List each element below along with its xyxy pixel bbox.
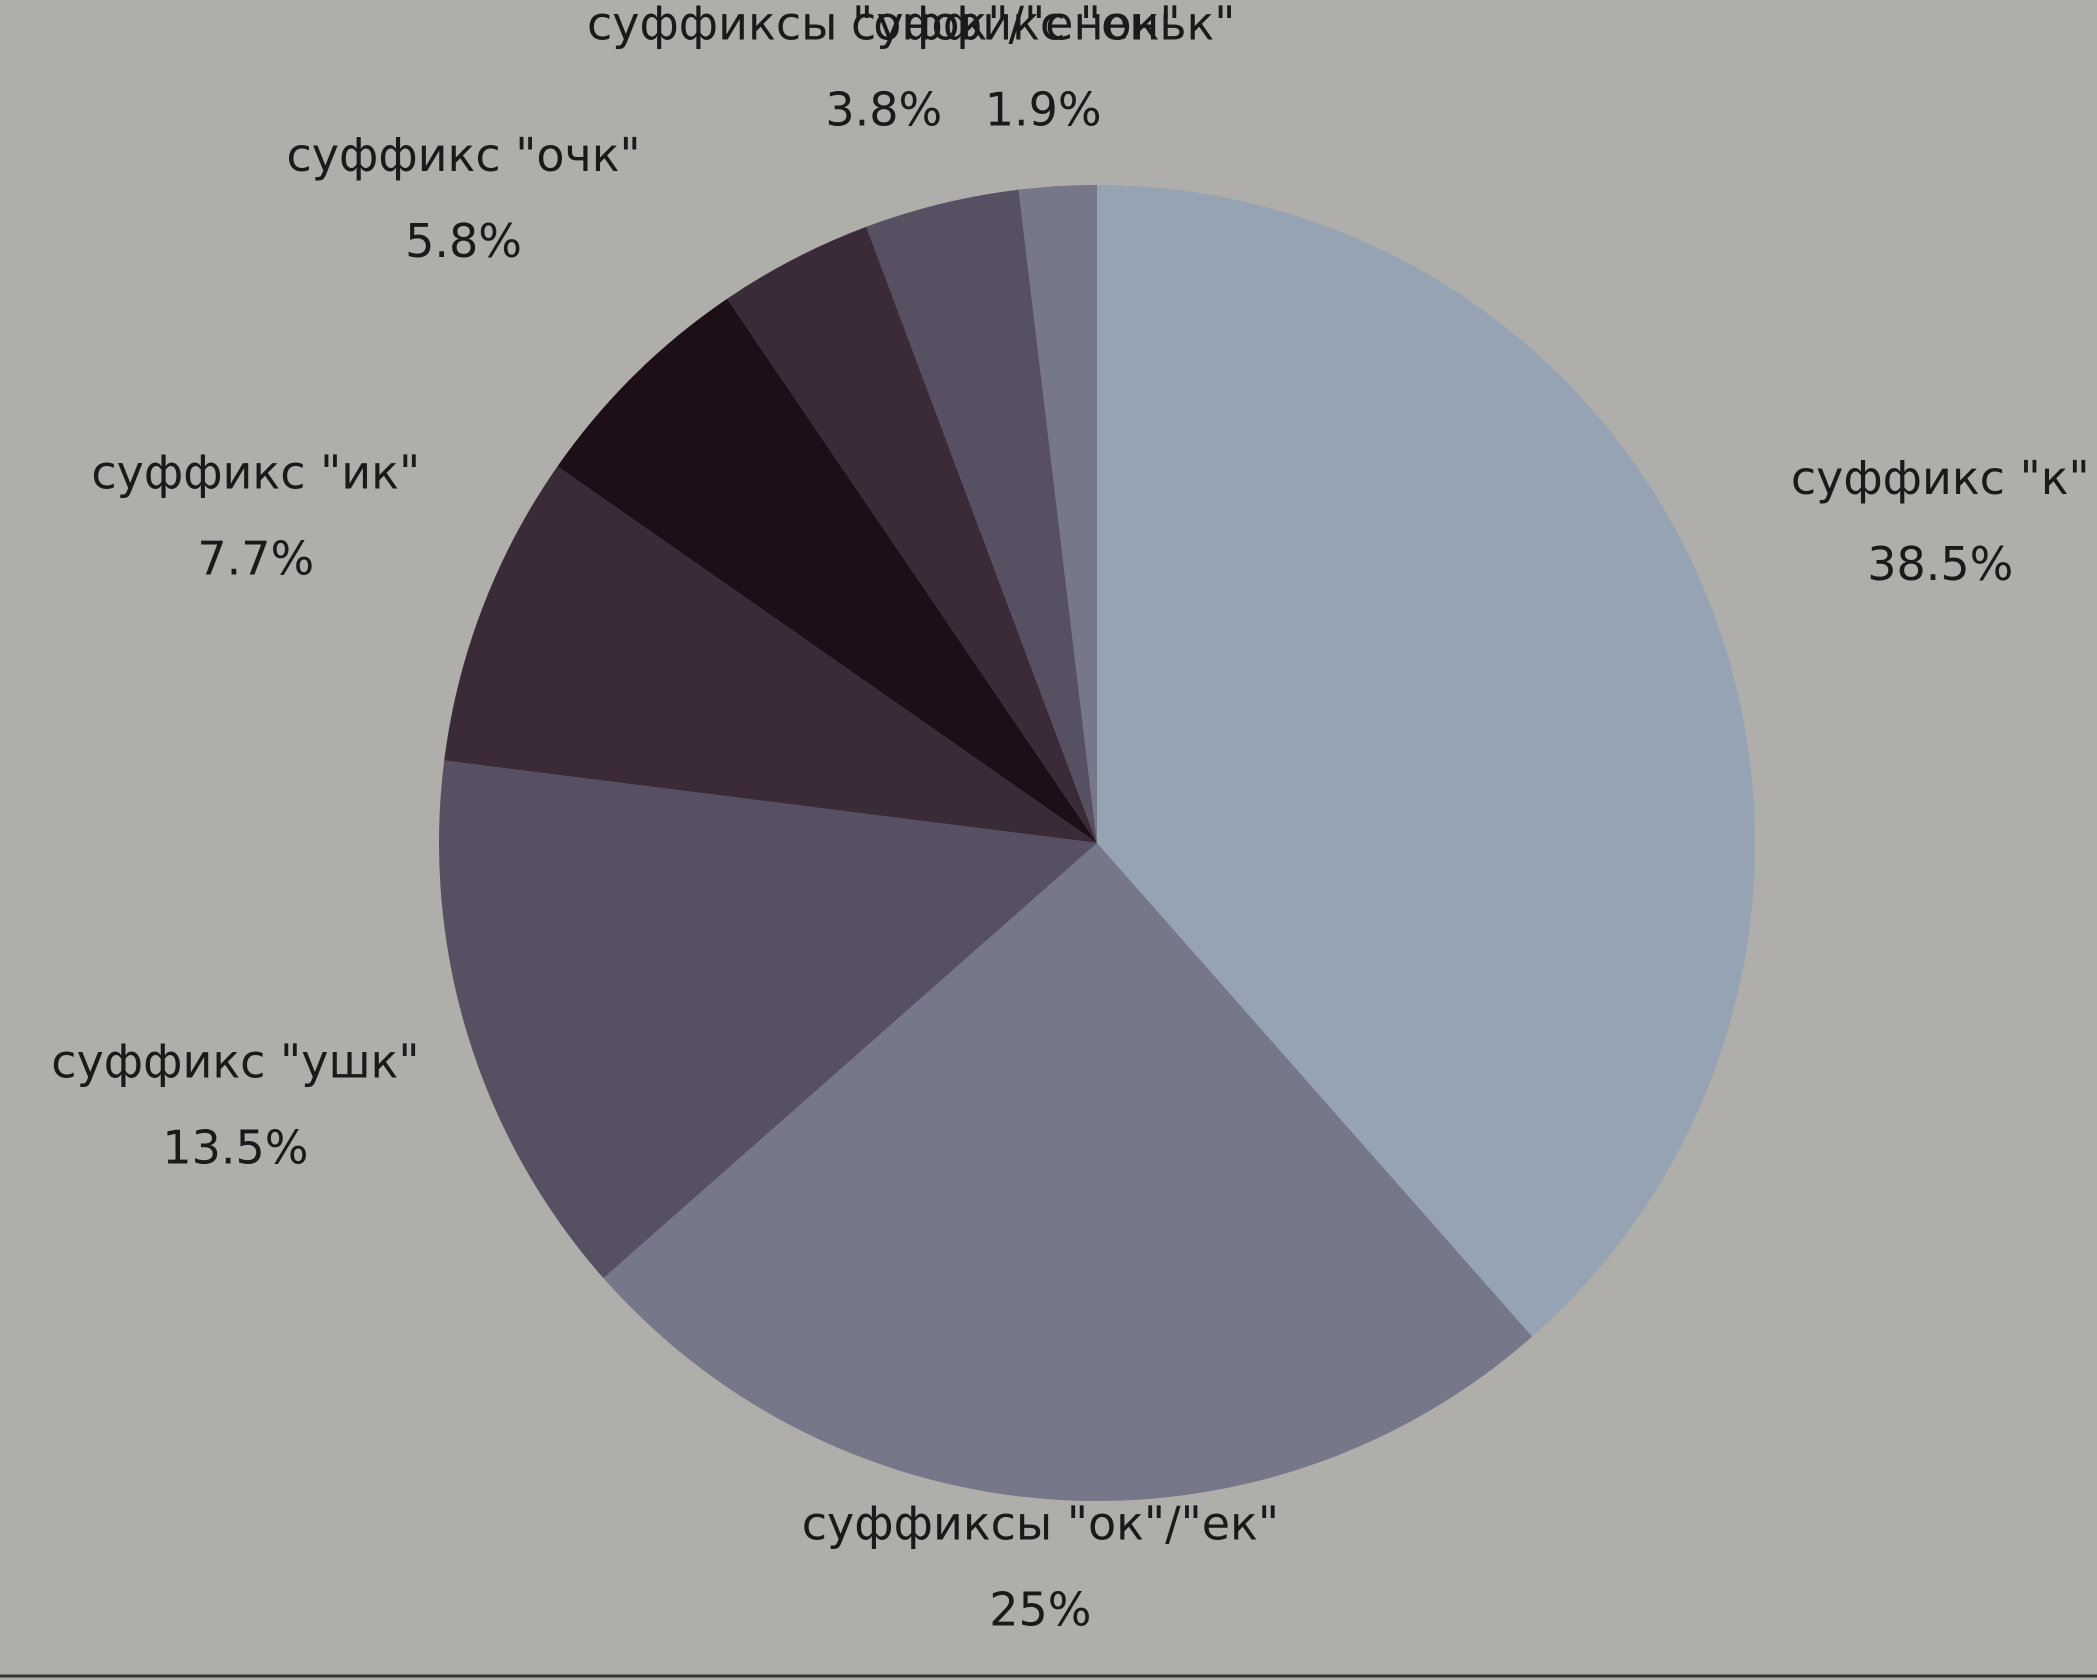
pie-slice [727, 226, 1097, 843]
slice-label: суффикс "еньк" [851, 0, 1235, 51]
slice-value-label: 1.9% [985, 83, 1102, 137]
pie-slice [557, 298, 1097, 843]
slice-value-label: 13.5% [162, 1121, 308, 1175]
slice-value-label: 7.7% [197, 532, 314, 586]
pie-slice [439, 760, 1098, 1279]
slice-label: суффиксы "онок"/"енок" [587, 0, 1181, 51]
pie-slice [1018, 185, 1097, 843]
slice-label: суффикс "ушк" [51, 1035, 419, 1089]
slice-value-label: 5.8% [405, 214, 522, 268]
slice-label: суффикс "к" [1791, 451, 2090, 505]
slice-value-label: 3.8% [825, 83, 942, 137]
slice-label: суффикс "ик" [91, 446, 420, 500]
slice-label: суффиксы "ок"/"ек" [802, 1497, 1279, 1551]
slice-label: суффикс "очк" [286, 128, 640, 182]
slice-value-label: 25% [989, 1583, 1091, 1637]
slice-value-label: 38.5% [1867, 537, 2013, 591]
pie-slice [866, 189, 1097, 844]
pie-slice [444, 466, 1097, 843]
pie-slice [1097, 185, 1756, 1337]
pie-slice [603, 843, 1533, 1501]
